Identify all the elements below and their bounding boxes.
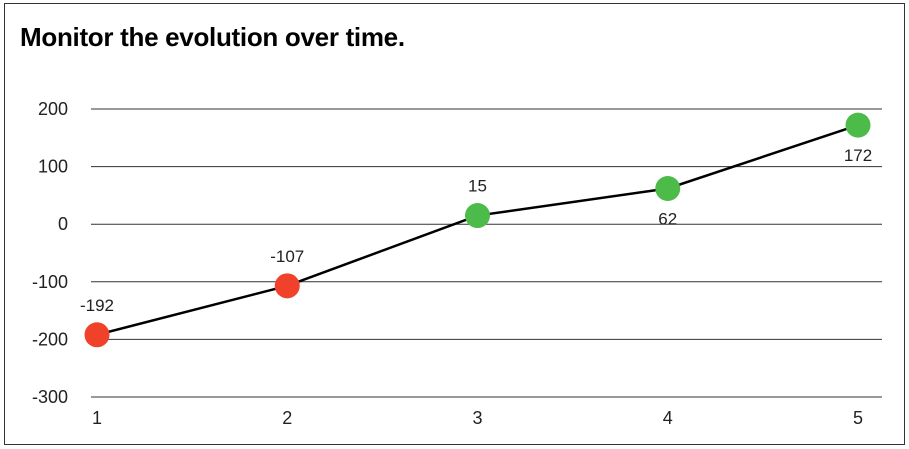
data-points (84, 112, 871, 348)
x-tick-label-3: 3 (472, 408, 482, 428)
data-point-1 (84, 322, 110, 348)
data-label-4: 62 (658, 209, 677, 228)
data-label-3: 15 (468, 177, 487, 196)
y-tick-label-100: 100 (38, 157, 68, 177)
x-tick-label-2: 2 (282, 408, 292, 428)
y-tick-label--100: -100 (32, 272, 68, 292)
data-label-5: 172 (844, 146, 872, 165)
y-tick-label--300: -300 (32, 387, 68, 407)
data-labels: -192 -107 15 62 172 (80, 146, 872, 315)
data-point-2 (274, 273, 300, 299)
data-point-5 (845, 112, 871, 138)
series-line-group (96, 123, 859, 337)
x-tick-label-5: 5 (853, 408, 863, 428)
y-tick-label-0: 0 (58, 214, 68, 234)
x-tick-label-1: 1 (92, 408, 102, 428)
x-tick-label-4: 4 (663, 408, 673, 428)
data-point-3 (465, 203, 490, 229)
data-label-1: -192 (80, 296, 114, 315)
y-axis-ticks: 200 100 0 -100 -200 -300 (32, 99, 68, 407)
series-line (96, 123, 859, 337)
chart-title: Monitor the evolution over time. (20, 22, 405, 52)
x-axis-ticks: 1 2 3 4 5 (92, 408, 863, 428)
data-label-2: -107 (270, 247, 304, 266)
data-point-4 (655, 175, 681, 201)
gridlines (91, 108, 882, 398)
y-tick-label--200: -200 (32, 329, 68, 349)
y-tick-label-200: 200 (38, 99, 68, 119)
